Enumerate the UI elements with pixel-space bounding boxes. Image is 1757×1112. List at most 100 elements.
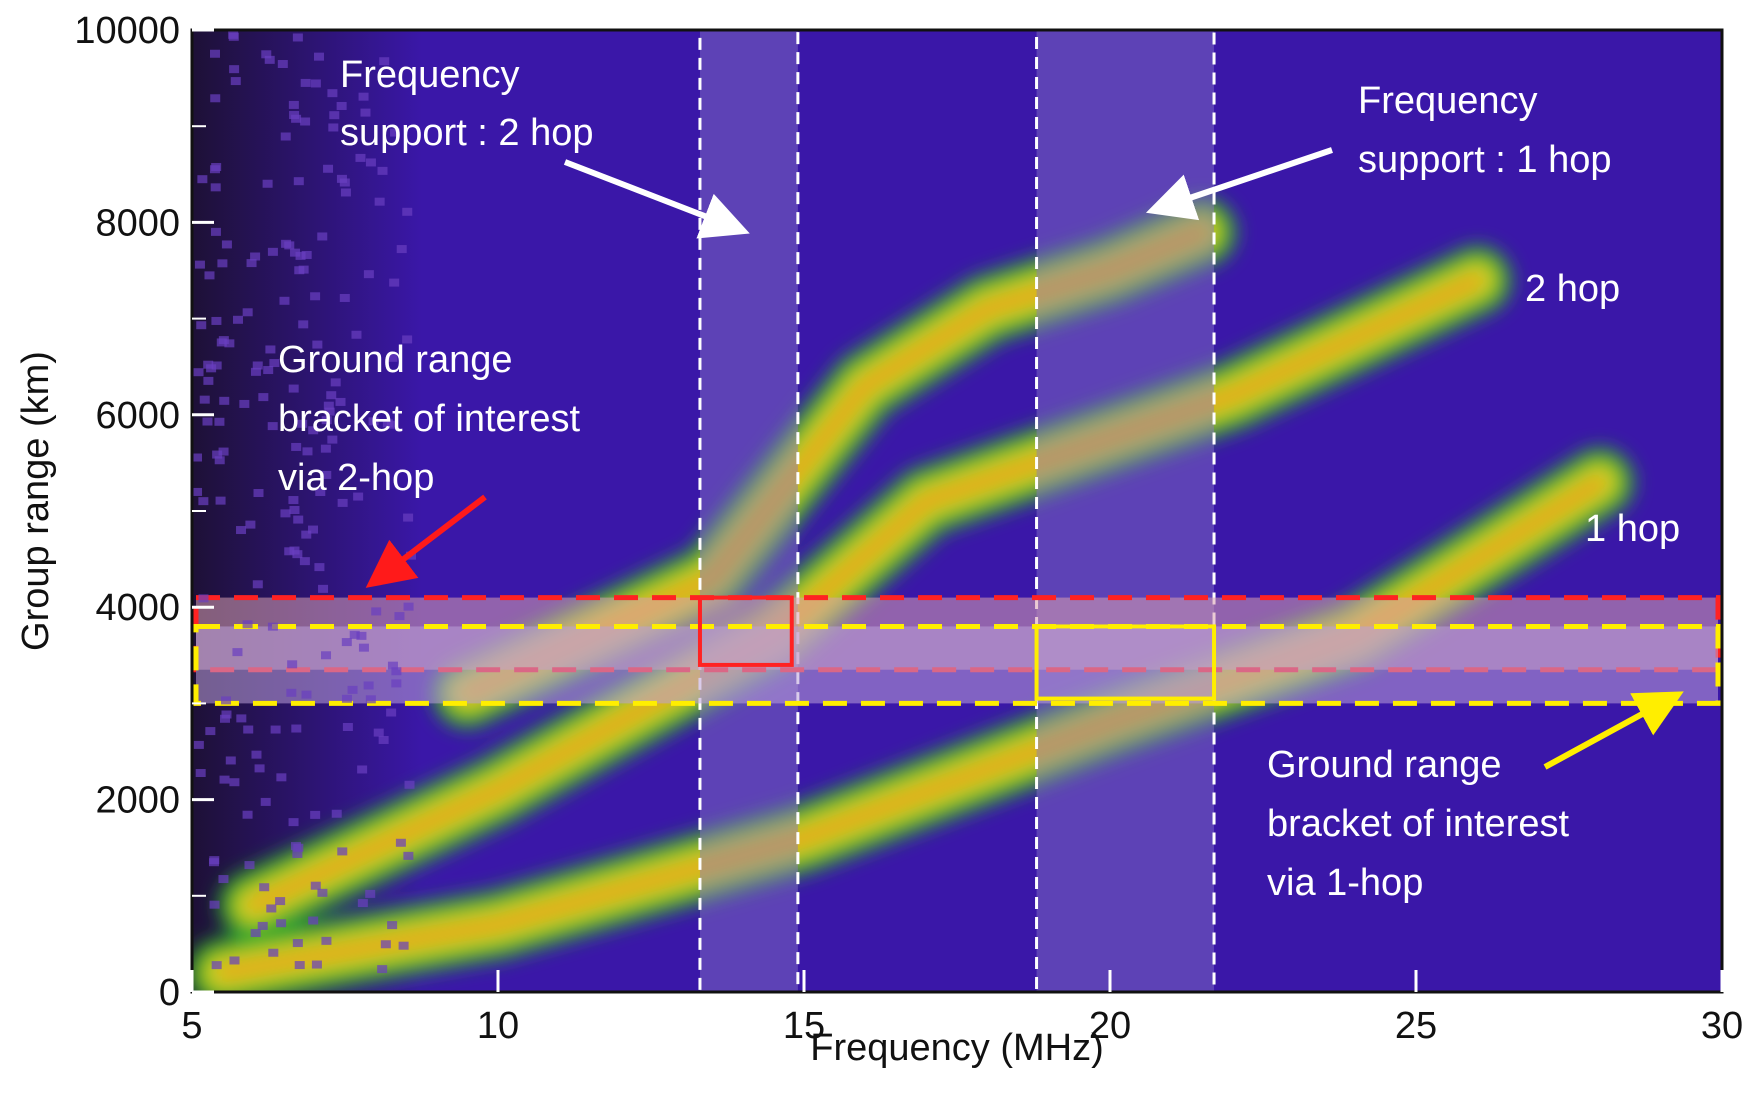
noise-speckle xyxy=(387,353,398,362)
noise-speckle xyxy=(391,667,402,676)
noise-speckle xyxy=(230,77,241,86)
noise-speckle xyxy=(310,79,321,88)
noise-speckle xyxy=(277,60,288,69)
noise-speckle xyxy=(252,580,263,589)
noise-speckle xyxy=(258,393,269,402)
noise-speckle xyxy=(357,765,368,774)
noise-speckle xyxy=(221,240,232,249)
annotation-arrows xyxy=(365,147,1684,770)
noise-speckle xyxy=(387,921,398,930)
noise-speckle xyxy=(356,631,367,640)
noise-speckle xyxy=(261,50,272,59)
noise-speckle xyxy=(347,685,358,694)
noise-speckle xyxy=(294,961,305,970)
noise-speckle xyxy=(209,165,220,174)
noise-speckle xyxy=(310,292,321,301)
noise-speckle xyxy=(279,296,290,305)
noise-speckle xyxy=(320,444,331,453)
noise-speckle xyxy=(214,456,225,465)
noise-speckle xyxy=(243,725,254,734)
noise-speckle xyxy=(196,321,207,330)
noise-speckle xyxy=(250,929,261,938)
noise-speckle xyxy=(232,648,243,657)
noise-speckle xyxy=(298,320,309,329)
noise-speckle xyxy=(295,251,306,260)
noise-speckle xyxy=(288,384,299,393)
noise-speckle xyxy=(236,526,247,535)
noise-speckle xyxy=(228,32,239,41)
noise-speckle xyxy=(263,366,274,375)
noise-speckle xyxy=(280,509,291,518)
noise-speckle xyxy=(314,563,325,572)
noise-speckle xyxy=(355,153,366,162)
noise-speckle xyxy=(286,688,297,697)
noise-speckle xyxy=(257,921,268,930)
noise-speckle xyxy=(225,756,236,765)
noise-speckle xyxy=(396,245,407,254)
noise-speckle xyxy=(310,881,321,890)
noise-speckle xyxy=(197,175,208,184)
intersection-window-2hop xyxy=(697,595,794,667)
noise-speckle xyxy=(229,778,240,787)
noise-speckle xyxy=(391,679,402,688)
noise-speckle xyxy=(402,207,413,216)
noise-speckle xyxy=(389,278,400,287)
y-tick-label: 8000 xyxy=(95,202,180,244)
noise-speckles xyxy=(192,30,417,974)
noise-speckle xyxy=(394,612,405,621)
y-tick-label: 10000 xyxy=(74,10,180,52)
noise-speckle xyxy=(301,690,312,699)
noise-speckle xyxy=(403,851,414,860)
noise-speckle xyxy=(313,52,324,61)
noise-speckle xyxy=(214,417,225,426)
noise-speckle xyxy=(210,94,221,103)
noise-speckle xyxy=(335,397,346,406)
noise-speckle xyxy=(203,376,214,385)
noise-speckle xyxy=(218,447,229,456)
noise-speckle xyxy=(358,643,369,652)
noise-speckle xyxy=(301,250,312,259)
plot-area xyxy=(192,30,1722,992)
noise-speckle xyxy=(297,419,308,428)
annot-freq-support-2hop-line2: support : 2 hop xyxy=(340,112,594,154)
noise-speckle xyxy=(216,338,227,347)
noise-speckle xyxy=(253,489,264,498)
noise-speckle xyxy=(288,100,299,109)
noise-speckle xyxy=(217,259,228,268)
noise-speckle xyxy=(219,396,230,405)
noise-speckle xyxy=(193,740,204,749)
noise-speckle xyxy=(302,447,313,456)
noise-speckle xyxy=(251,750,262,759)
noise-speckle xyxy=(337,498,348,507)
x-axis: 5 10 15 20 25 30 xyxy=(181,970,1743,1047)
noise-speckle xyxy=(374,197,385,206)
annot-freq-support-1hop-line1: Frequency xyxy=(1358,80,1538,122)
noise-speckle xyxy=(301,530,312,539)
noise-speckle xyxy=(300,78,311,87)
noise-speckle xyxy=(260,797,271,806)
noise-speckle xyxy=(324,407,335,416)
noise-speckle xyxy=(292,849,303,858)
noise-speckle xyxy=(211,961,222,970)
noise-speckle xyxy=(312,340,323,349)
noise-speckle xyxy=(192,453,203,462)
noise-speckle xyxy=(210,227,221,236)
noise-speckle xyxy=(341,638,352,647)
noise-speckle xyxy=(299,557,310,566)
noise-speckle xyxy=(250,252,261,261)
noise-speckle xyxy=(310,810,321,819)
noise-speckle xyxy=(270,725,281,734)
noise-speckle xyxy=(276,919,287,928)
noise-speckle xyxy=(250,367,261,376)
noise-speckle xyxy=(329,111,340,120)
noise-speckle xyxy=(293,843,304,852)
noise-speckle xyxy=(353,492,364,501)
noise-speckle xyxy=(308,525,319,534)
noise-speckle xyxy=(360,108,371,117)
noise-speckle xyxy=(212,450,223,459)
noise-speckle xyxy=(402,335,413,344)
noise-speckle xyxy=(365,158,376,167)
noise-speckle xyxy=(276,773,287,782)
noise-speckle xyxy=(262,179,273,188)
noise-speckle xyxy=(290,248,301,257)
